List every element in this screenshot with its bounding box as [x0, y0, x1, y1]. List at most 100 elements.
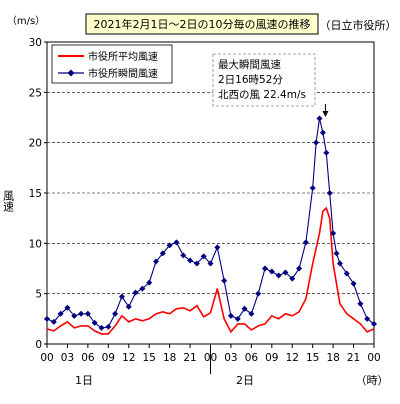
- data-point: [316, 115, 323, 122]
- chart-title: 2021年2月1日～2日の10分毎の風速の推移: [94, 17, 311, 31]
- data-point: [193, 260, 200, 267]
- data-point: [357, 300, 364, 307]
- y-tick-label: 30: [29, 37, 42, 49]
- legend-gust-label: 市役所瞬間風速: [88, 67, 158, 80]
- data-point: [187, 257, 194, 264]
- x-tick-label: 12: [286, 352, 299, 364]
- data-point: [221, 277, 228, 284]
- data-point: [207, 260, 214, 267]
- data-point: [118, 293, 125, 300]
- y-tick-label: 25: [29, 87, 42, 99]
- y-tick-label: 10: [29, 238, 42, 250]
- data-point: [302, 239, 309, 246]
- chart-subtitle: （日立市役所）: [320, 18, 397, 32]
- series-line: [46, 206, 375, 335]
- data-point: [112, 310, 119, 317]
- data-point: [98, 324, 105, 331]
- data-point: [132, 289, 139, 296]
- data-point: [139, 285, 146, 292]
- data-point: [146, 279, 153, 286]
- series-layer: [44, 115, 377, 335]
- annotation-box: [212, 53, 316, 107]
- data-point: [241, 305, 248, 312]
- y-axis-label: 風速: [2, 190, 15, 212]
- data-point: [173, 239, 180, 246]
- data-point: [323, 149, 330, 156]
- x-tick-label: 15: [306, 352, 319, 364]
- data-point: [289, 275, 296, 282]
- y-tick-label: 0: [35, 339, 42, 351]
- data-point: [262, 265, 268, 272]
- data-point: [227, 312, 234, 319]
- x-tick-label: 18: [326, 352, 339, 364]
- y-unit-label: （m/s）: [7, 15, 45, 27]
- data-point: [309, 184, 316, 191]
- y-tick-label: 5: [35, 289, 42, 301]
- y-tick-label: 15: [29, 188, 42, 200]
- data-point: [91, 319, 98, 326]
- data-point: [248, 310, 255, 317]
- data-point: [125, 303, 132, 310]
- data-point: [371, 320, 377, 327]
- legend-box: [51, 44, 173, 84]
- x-tick-label: 09: [102, 352, 115, 364]
- data-point: [57, 310, 64, 317]
- data-point: [333, 250, 340, 257]
- data-point: [180, 252, 187, 259]
- data-point: [343, 270, 350, 277]
- data-point: [64, 304, 71, 311]
- legend-gust-marker: [67, 69, 75, 77]
- legend-avg-label: 市役所平均風速: [88, 50, 158, 63]
- x-tick-label: 21: [347, 352, 360, 364]
- annotation-line-1: 最大瞬間風速: [218, 58, 281, 71]
- y-tick-layer: 0 5 10 15 20 25 30: [29, 37, 47, 351]
- data-point: [313, 139, 320, 146]
- data-point: [255, 290, 262, 297]
- data-point: [200, 253, 207, 260]
- data-point: [166, 242, 173, 249]
- annotation-arrow-head: [322, 111, 329, 117]
- day-label-1: 1日: [75, 374, 93, 387]
- x-tick-label: 06: [81, 352, 95, 364]
- x-tick-label: 00: [367, 352, 380, 364]
- y-tick-label: 20: [29, 138, 42, 150]
- title-box: [85, 13, 319, 35]
- data-point: [350, 280, 357, 287]
- data-point: [105, 323, 112, 330]
- data-point: [214, 244, 221, 251]
- x-tick-label: 06: [245, 352, 259, 364]
- data-point: [71, 312, 78, 319]
- data-point: [78, 310, 85, 317]
- x-tick-label: 12: [122, 352, 135, 364]
- data-point: [296, 265, 303, 272]
- x-tick-label: 09: [265, 352, 278, 364]
- x-tick-label: 03: [61, 352, 74, 364]
- x-tick-label: 03: [224, 352, 237, 364]
- annotation-line-3: 北西の風 22.4m/s: [218, 89, 306, 101]
- grid-layer: [47, 92, 374, 294]
- data-point: [153, 258, 159, 265]
- data-point: [268, 268, 275, 275]
- legend: 市役所平均風速 市役所瞬間風速: [51, 44, 173, 84]
- data-point: [319, 129, 326, 136]
- data-point: [84, 310, 91, 317]
- data-point: [364, 315, 371, 322]
- data-point: [330, 230, 337, 237]
- data-point: [50, 318, 57, 325]
- data-point: [275, 272, 282, 279]
- data-point: [44, 315, 50, 322]
- data-point: [159, 250, 166, 257]
- x-tick-label: 15: [143, 352, 156, 364]
- x-tick-label: 00: [40, 352, 53, 364]
- x-tick-label: 18: [163, 352, 176, 364]
- x-tick-label: 21: [183, 352, 196, 364]
- annotation-line-2: 2日16時52分: [218, 74, 283, 86]
- x-tick-layer: 00 03 06 09 12 15 18 21 00 03 06 09 12 15 18 21 00: [40, 344, 381, 374]
- day-label-2: 2日: [236, 374, 254, 387]
- data-point: [336, 260, 343, 267]
- data-point: [282, 269, 289, 276]
- x-axis-unit-label: （時）: [356, 374, 389, 387]
- max-gust-annotation: 最大瞬間風速 2日16時52分 北西の風 22.4m/s: [212, 53, 329, 117]
